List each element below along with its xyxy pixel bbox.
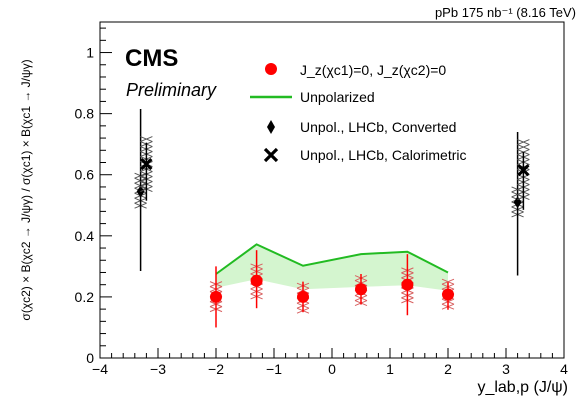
data-points <box>134 109 530 328</box>
unpolarized-band <box>215 243 449 291</box>
data-point <box>250 250 263 309</box>
red-circle-marker <box>355 283 367 296</box>
y-tick-label: 0.2 <box>75 289 95 305</box>
x-tick-label: 4 <box>560 361 568 377</box>
syst-hatch <box>441 278 455 285</box>
red-circle-marker <box>401 278 414 291</box>
y-tick-label: 0 <box>86 350 94 366</box>
legend-label-lhcb-converted: Unpol., LHCb, Converted <box>300 119 456 135</box>
x-tick-label: 1 <box>386 361 394 377</box>
cross-marker <box>517 164 530 177</box>
legend-marker-diamond <box>267 120 275 134</box>
legend: J_z(χc1)=0, J_z(χc2)=0 Unpolarized Unpol… <box>250 62 467 163</box>
y-tick-label: 0.6 <box>75 167 95 183</box>
cms-label: CMS <box>125 45 178 72</box>
legend-marker-cross <box>263 147 279 163</box>
red-circle-marker <box>250 274 263 287</box>
data-point <box>209 266 223 328</box>
red-circle-marker <box>442 288 454 301</box>
red-circle-marker <box>210 290 222 303</box>
data-point <box>296 281 310 314</box>
data-point <box>517 139 530 210</box>
unpolarized-band-fill <box>216 244 448 291</box>
axes: −4 −3 −2 −1 0 1 2 3 4 0 0.2 0.4 0.6 0.8 1 <box>75 27 568 377</box>
x-axis-title: y_lab,p (J/ψ) <box>477 379 568 396</box>
x-tick-label: 0 <box>328 361 336 377</box>
chart-header: pPb 175 nb⁻¹ (8.16 TeV) <box>435 5 576 20</box>
unpolarized-band-line <box>215 243 449 275</box>
x-tick-label: −3 <box>150 361 166 377</box>
preliminary-label: Preliminary <box>126 80 217 100</box>
x-tick-label: −1 <box>266 361 282 377</box>
y-tick-label: 0.4 <box>75 228 95 244</box>
x-tick-label: 2 <box>444 361 452 377</box>
red-circle-marker <box>297 290 309 303</box>
legend-label-unpolarized: Unpolarized <box>300 89 375 105</box>
legend-label-lhcb-calorimetric: Unpol., LHCb, Calorimetric <box>300 147 467 163</box>
data-point <box>511 131 524 276</box>
x-tick-label: 3 <box>502 361 510 377</box>
data-point <box>401 254 414 316</box>
data-point <box>134 109 147 271</box>
syst-hatch <box>517 144 530 151</box>
data-point <box>354 274 368 306</box>
data-point <box>140 136 153 201</box>
cross-marker <box>140 157 153 171</box>
y-tick-label: 1 <box>86 45 94 61</box>
data-point <box>441 278 455 310</box>
syst-hatch <box>140 136 153 143</box>
legend-marker-red-circle <box>265 63 277 75</box>
y-axis-title: σ(χc2) × B(χc2 → J/ψγ) / σ(χc1) × B(χc1 … <box>19 59 33 320</box>
legend-label-jz: J_z(χc1)=0, J_z(χc2)=0 <box>300 62 446 78</box>
syst-hatch <box>517 139 530 146</box>
x-tick-label: −4 <box>92 361 108 377</box>
x-tick-label: −2 <box>208 361 224 377</box>
y-tick-label: 0.8 <box>75 106 95 122</box>
